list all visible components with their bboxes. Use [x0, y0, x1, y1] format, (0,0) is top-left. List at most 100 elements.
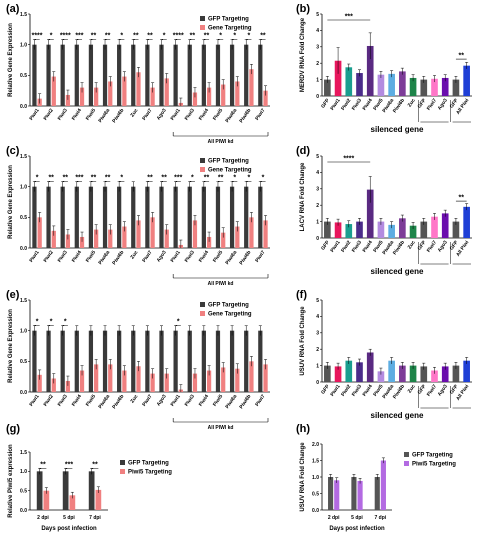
y-tick-label: 1 [316, 363, 319, 369]
bar-target [79, 87, 85, 106]
y-axis-label: Relative Piwi5 expression [8, 444, 14, 518]
legend-swatch [200, 311, 205, 316]
significance-label: ** [204, 32, 210, 39]
bar-target [263, 364, 268, 392]
significance-label: ** [92, 462, 98, 469]
bar-target [51, 76, 56, 106]
y-tick-label: 2 [316, 347, 319, 353]
bar-target [51, 378, 56, 392]
x-tick-label: Piwi1 [28, 108, 40, 122]
bar-gfp [244, 44, 249, 106]
x-tick-label: Piwi3 [184, 250, 196, 264]
x-tick-label: Piwi1 [28, 394, 40, 408]
bar-gfp [145, 186, 150, 248]
significance-label: * [36, 318, 39, 325]
significance-label: *** [345, 14, 353, 21]
panel-label: (h) [296, 423, 310, 435]
y-tick-label: 4 [316, 314, 319, 320]
x-axis-label: silenced gene [371, 411, 424, 420]
x-tick-label: GFP [449, 383, 460, 395]
y-tick-label: 4 [316, 28, 319, 34]
y-tick-label: 0.0 [20, 390, 27, 396]
y-tick-label: 2.0 [312, 442, 319, 448]
bar-gfp [229, 44, 235, 106]
x-tick-label: Piwi7 [426, 384, 438, 398]
bar [366, 45, 374, 96]
legend-swatch [120, 460, 125, 465]
legend-entry: GFP Targeting [128, 461, 169, 467]
significance-label: ** [91, 174, 97, 181]
y-tick-label: 5 [316, 298, 319, 304]
bar-target [95, 489, 102, 510]
x-tick-label: Ago3 [437, 240, 449, 254]
bar-target [150, 217, 155, 248]
x-tick-label: GFP [417, 239, 428, 251]
bar-gfp [88, 44, 94, 106]
significance-label: ** [260, 32, 266, 39]
bar [420, 221, 428, 238]
x-tick-label: Piwi4 [198, 250, 210, 264]
legend-swatch [200, 16, 205, 21]
significance-label: * [50, 318, 53, 325]
x-tick-label: Piwi6b [392, 240, 406, 256]
bar-gfp [117, 186, 122, 248]
x-tick-label: Piwi7 [141, 394, 153, 408]
x-tick-label: Zuc [130, 250, 140, 261]
bar [463, 360, 470, 382]
x-tick-label: Piwi5 [85, 108, 97, 122]
legend-entry: Piwi5 Targeting [128, 470, 172, 476]
significance-label: * [191, 174, 194, 181]
significance-label: *** [75, 32, 83, 39]
bar-target [79, 236, 85, 248]
panel-label: (b) [296, 3, 310, 15]
bar-target [108, 81, 113, 106]
chart-panel: (g) 0.0 0.5 1.0 1.5 Relative Piwi5 expression… [6, 423, 172, 532]
bar-gfp [117, 330, 122, 392]
y-tick-label: 1.5 [20, 154, 27, 160]
panel-label: (f) [296, 289, 307, 301]
x-tick-label: Piwi1 [329, 384, 341, 398]
bar [388, 360, 395, 382]
bar [420, 366, 428, 382]
x-tick-label: Piwi4 [362, 384, 374, 398]
bar-gfp [88, 471, 95, 510]
significance-label: * [36, 174, 39, 181]
significance-label: * [64, 318, 67, 325]
x-tick-label: Piwi6a [97, 108, 111, 124]
y-tick-label: 0.5 [20, 488, 27, 494]
bar-gfp [46, 44, 51, 106]
bar-target [94, 229, 99, 248]
x-tick-label: 2 dpi [37, 515, 49, 521]
significance-label: ** [190, 32, 196, 39]
x-tick-label: Piwi2 [43, 108, 55, 122]
x-tick-label: Piwi1 [28, 250, 40, 264]
x-tick-label: GFP [417, 383, 428, 395]
x-tick-label: GFP [320, 239, 331, 251]
bar [377, 371, 385, 382]
legend-swatch [200, 158, 205, 163]
x-axis-label: silenced gene [371, 267, 424, 276]
significance-label: *** [75, 174, 83, 181]
y-axis-label: MERDV RNA Fold Change [300, 17, 306, 92]
bar-gfp [62, 471, 69, 510]
bar-target [122, 370, 127, 392]
x-tick-label: Piwi3 [57, 108, 69, 122]
panel-label: (e) [6, 289, 20, 301]
bar [399, 365, 406, 382]
x-tick-label: Piwi4 [198, 108, 210, 122]
bar-gfp [201, 330, 206, 392]
group-label: All PIWI kd [208, 425, 234, 431]
bar [345, 67, 353, 96]
bar-target [192, 220, 198, 248]
bar [366, 352, 374, 382]
bar-target [79, 370, 85, 392]
bar-gfp [215, 44, 221, 106]
bar [463, 65, 470, 96]
significance-label: * [120, 174, 123, 181]
bar [388, 73, 395, 96]
bar [334, 366, 342, 382]
significance-label: **** [32, 32, 43, 39]
y-tick-label: 5 [316, 154, 319, 160]
